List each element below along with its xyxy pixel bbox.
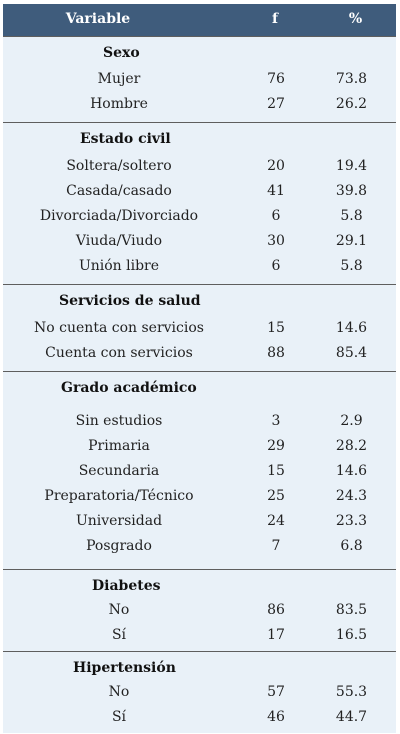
row-frequency: 3 — [271, 413, 281, 429]
row-label: Viuda/Viudo — [75, 233, 163, 249]
row-frequency: 7 — [271, 538, 281, 554]
table-row: Unión libre 6 5.8 — [3, 258, 396, 283]
row-frequency: 88 — [267, 345, 285, 361]
row-frequency: 24 — [267, 513, 285, 529]
row-percent: 16.5 — [335, 627, 368, 643]
row-percent: 39.8 — [335, 183, 368, 199]
row-label: No cuenta con servicios — [34, 320, 204, 336]
section-servicios-de-salud: Servicios de salud No cuenta con servici… — [3, 284, 396, 372]
row-label: No — [108, 602, 130, 618]
table-row: Sí 46 44.7 — [3, 709, 396, 734]
section-grado-academico: Grado académico Sin estudios 3 2.9 Prima… — [3, 371, 396, 570]
section-estado-civil: Estado civil Soltera/soltero 20 19.4 Cas… — [3, 122, 396, 285]
table-row: Mujer 76 73.8 — [3, 71, 396, 96]
section-hipertension: Hipertensión No 57 55.3 Sí 46 44.7 — [3, 651, 396, 734]
header-percent: % — [348, 11, 363, 27]
section-title-sexo: Sexo — [103, 45, 140, 61]
section-title-grado-academico: Grado académico — [61, 380, 197, 396]
table-row: Sí 17 16.5 — [3, 627, 396, 652]
table-row: Viuda/Viudo 30 29.1 — [3, 233, 396, 258]
row-label: Hombre — [90, 96, 148, 112]
row-label: Sí — [111, 709, 127, 725]
row-label: Mujer — [97, 71, 141, 87]
row-frequency: 29 — [267, 438, 285, 454]
table-row: Sin estudios 3 2.9 — [3, 413, 396, 438]
table-row: No cuenta con servicios 15 14.6 — [3, 320, 396, 345]
row-percent: 55.3 — [335, 684, 368, 700]
row-percent: 5.8 — [340, 258, 363, 274]
row-label: Sí — [111, 627, 127, 643]
header-frequency: f — [271, 11, 279, 27]
row-label: Preparatoria/Técnico — [44, 488, 194, 504]
row-frequency: 46 — [267, 709, 285, 725]
row-frequency: 30 — [267, 233, 285, 249]
row-percent: 83.5 — [335, 602, 368, 618]
row-label: Unión libre — [78, 258, 160, 274]
table-row: Casada/casado 41 39.8 — [3, 183, 396, 208]
row-percent: 29.1 — [335, 233, 368, 249]
row-frequency: 27 — [267, 96, 285, 112]
row-label: Divorciada/Divorciado — [39, 208, 199, 224]
table-row: Posgrado 7 6.8 — [3, 538, 396, 563]
row-percent: 73.8 — [335, 71, 368, 87]
section-diabetes: Diabetes No 86 83.5 Sí 17 16.5 — [3, 569, 396, 652]
row-percent: 2.9 — [340, 413, 363, 429]
row-frequency: 25 — [267, 488, 285, 504]
section-title-servicios-de-salud: Servicios de salud — [59, 293, 201, 309]
row-percent: 23.3 — [335, 513, 368, 529]
row-label: Secundaria — [78, 463, 160, 479]
row-label: Casada/casado — [66, 183, 172, 199]
section-title-diabetes: Diabetes — [92, 578, 161, 594]
table-row: No 57 55.3 — [3, 684, 396, 709]
row-frequency: 57 — [267, 684, 285, 700]
row-percent: 19.4 — [335, 158, 368, 174]
row-label: No — [108, 684, 130, 700]
row-frequency: 15 — [267, 463, 285, 479]
row-label: Sin estudios — [75, 413, 163, 429]
row-label: Posgrado — [86, 538, 152, 554]
table-row: Secundaria 15 14.6 — [3, 463, 396, 488]
row-label: Primaria — [88, 438, 150, 454]
row-frequency: 76 — [267, 71, 285, 87]
row-percent: 85.4 — [335, 345, 368, 361]
row-frequency: 20 — [267, 158, 285, 174]
row-percent: 14.6 — [335, 320, 368, 336]
row-frequency: 86 — [267, 602, 285, 618]
section-sexo: Sexo Mujer 76 73.8 Hombre 27 26.2 — [3, 36, 396, 123]
row-percent: 24.3 — [335, 488, 368, 504]
row-label: Soltera/soltero — [66, 158, 172, 174]
table-row: Cuenta con servicios 88 85.4 — [3, 345, 396, 370]
row-percent: 6.8 — [340, 538, 363, 554]
table-row: Soltera/soltero 20 19.4 — [3, 158, 396, 183]
row-percent: 26.2 — [335, 96, 368, 112]
row-frequency: 17 — [267, 627, 285, 643]
row-label: Universidad — [75, 513, 163, 529]
table-row: Divorciada/Divorciado 6 5.8 — [3, 208, 396, 233]
table-row: Preparatoria/Técnico 25 24.3 — [3, 488, 396, 513]
table-row: Universidad 24 23.3 — [3, 513, 396, 538]
row-percent: 28.2 — [335, 438, 368, 454]
row-percent: 44.7 — [335, 709, 368, 725]
data-table: Variable f % Sexo Mujer 76 73.8 Hombre 2… — [3, 4, 396, 733]
row-percent: 14.6 — [335, 463, 368, 479]
row-percent: 5.8 — [340, 208, 363, 224]
row-frequency: 41 — [267, 183, 285, 199]
table-header: Variable f % — [3, 4, 396, 36]
table-row: Hombre 27 26.2 — [3, 96, 396, 121]
table-row: Primaria 29 28.2 — [3, 438, 396, 463]
row-frequency: 6 — [271, 208, 281, 224]
table-row: No 86 83.5 — [3, 602, 396, 627]
row-frequency: 6 — [271, 258, 281, 274]
section-title-estado-civil: Estado civil — [80, 131, 171, 147]
row-label: Cuenta con servicios — [45, 345, 193, 361]
row-frequency: 15 — [267, 320, 285, 336]
header-variable: Variable — [65, 11, 131, 27]
section-title-hipertension: Hipertensión — [73, 660, 176, 676]
